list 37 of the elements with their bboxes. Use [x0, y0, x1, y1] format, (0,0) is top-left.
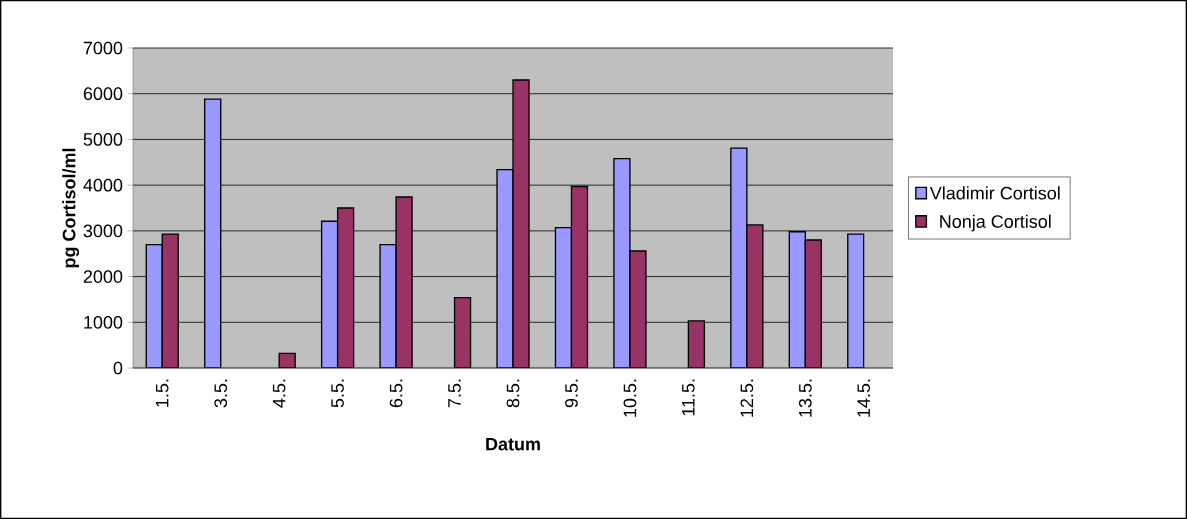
x-tick-label: 7.5.: [448, 379, 461, 408]
x-tick-label: 3.5.: [214, 379, 228, 408]
x-tick-label: 10.5.: [623, 379, 637, 417]
y-tick-label: 2000: [83, 270, 123, 283]
y-tick-label: 0: [113, 361, 123, 375]
bar: [788, 231, 806, 368]
bar: [320, 220, 339, 368]
y-axis-title: pg Cortisol/ml: [62, 148, 80, 268]
bar: [847, 233, 865, 368]
bar: [687, 320, 706, 368]
y-tick-label: 7000: [83, 41, 123, 55]
legend-label: Vladimir Cortisol: [929, 186, 1060, 200]
y-tick-label: 3000: [83, 224, 123, 238]
x-tick-label: 11.5.: [682, 379, 695, 416]
x-tick-label: 5.5.: [331, 379, 344, 408]
x-tick-label: 13.5.: [798, 379, 812, 417]
x-tick-label: 12.5.: [740, 379, 754, 417]
x-axis-title: Datum: [486, 437, 540, 451]
bar: [453, 296, 472, 368]
bar: [804, 239, 822, 368]
bar: [204, 98, 222, 368]
y-tick-label: 6000: [83, 87, 123, 101]
bar: [336, 207, 355, 368]
bar: [570, 185, 589, 368]
x-tick-label: 4.5.: [272, 379, 286, 408]
legend-label: Nonja Cortisol: [940, 214, 1051, 232]
x-tick-label: 14.5.: [857, 379, 871, 417]
x-tick-label: 9.5.: [565, 379, 578, 408]
y-tick-label: 4000: [83, 178, 123, 192]
bar: [161, 233, 179, 368]
bar: [554, 226, 573, 368]
x-tick-label: 1.5.: [155, 379, 169, 407]
x-tick-label: 6.5.: [389, 379, 403, 408]
bar: [145, 243, 163, 368]
y-tick-label: 1000: [84, 315, 123, 329]
y-tick-label: 5000: [83, 133, 123, 146]
x-tick-label: 8.5.: [506, 379, 520, 408]
